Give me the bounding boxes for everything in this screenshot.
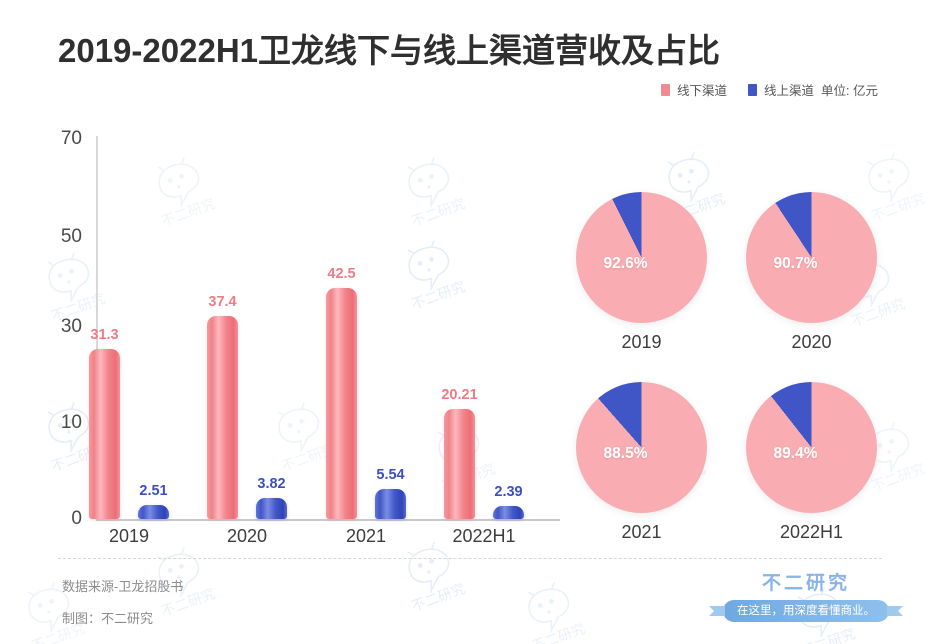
chart-legend: 线下渠道 线上渠道 单位: 亿元 [661, 80, 878, 99]
legend-unit: 单位: 亿元 [821, 84, 878, 98]
x-axis-line [96, 519, 560, 521]
data-source-text: 数据来源-卫龙招股书 [62, 579, 184, 594]
y-axis-tick-label: 0 [71, 508, 82, 529]
brand-logo: 不二研究 在这里，用深度看懂商业。 [706, 572, 906, 634]
svg-text:不二研究: 不二研究 [409, 580, 467, 614]
x-axis-label-2022H1: 2022H1 [452, 526, 516, 546]
pie-panel-2019: 92.6% 2019 [576, 192, 707, 352]
watermark-mark: 不二研究 [512, 566, 620, 644]
y-axis-tick-label: 10 [60, 412, 82, 433]
bar-value-label: 37.4 [208, 293, 237, 310]
bar-chart: 0 10 30 50 70 31.3 2.51 37.4 3.82 42.5 5.54 20.21 2… [60, 128, 560, 546]
bar-offline-2022H1[interactable] [444, 409, 475, 519]
pie-disc[interactable]: 90.7% [746, 192, 877, 323]
pie-percent-label: 90.7% [773, 254, 818, 272]
x-axis-label-2020: 2020 [226, 526, 268, 546]
brand-name: 不二研究 [761, 573, 850, 594]
bar-offline-2020[interactable] [207, 315, 238, 519]
pie-percent-label: 88.5% [603, 444, 648, 462]
bar-value-label: 20.21 [441, 387, 478, 404]
bar-offline-2021[interactable] [326, 288, 357, 519]
bar-online-2020[interactable] [256, 498, 287, 519]
pie-category-label: 2021 [621, 522, 662, 542]
bar-value-label: 42.5 [327, 266, 356, 283]
y-axis-tick-label: 50 [60, 226, 82, 247]
pie-percent-label: 89.4% [773, 444, 818, 462]
y-axis-tick-label: 30 [60, 316, 82, 337]
pie-percent-label: 92.6% [603, 254, 648, 272]
page-title: 2019-2022H1卫龙线下与线上渠道营收及占比 [58, 32, 720, 69]
bar-value-label: 2.51 [139, 483, 168, 500]
bar-value-label: 2.39 [494, 484, 523, 501]
chart-credit-text: 制图：不二研究 [62, 611, 154, 626]
pie-category-label: 2020 [791, 332, 832, 352]
legend-label-offline: 线下渠道 [677, 84, 728, 98]
bar-offline-2019[interactable] [89, 349, 120, 519]
pie-chart-grid: 92.6% 2019 90.7% 2020 88.5% 2021 89.4% 2022H1 [570, 180, 940, 560]
bar-online-2022H1[interactable] [493, 506, 524, 519]
pie-disc[interactable]: 88.5% [576, 382, 707, 513]
footer-divider [58, 558, 882, 559]
legend-swatch-online [748, 83, 758, 96]
pie-category-label: 2022H1 [779, 522, 844, 542]
pie-category-label: 2019 [621, 332, 662, 352]
bar-online-2021[interactable] [375, 488, 406, 519]
pie-panel-2021: 88.5% 2021 [576, 382, 707, 542]
brand-tagline: 在这里，用深度看懂商业。 [723, 600, 889, 622]
pie-disc[interactable]: 92.6% [576, 192, 707, 323]
pie-panel-2022H1: 89.4% 2022H1 [746, 382, 877, 542]
legend-swatch-offline [661, 83, 671, 96]
bar-value-label: 31.3 [90, 327, 119, 344]
x-axis-label-2019: 2019 [108, 526, 150, 546]
y-axis-line [96, 136, 98, 520]
x-axis-label-2021: 2021 [345, 526, 387, 546]
pie-disc[interactable]: 89.4% [746, 382, 877, 513]
bar-online-2019[interactable] [138, 505, 169, 519]
legend-label-online: 线上渠道 [764, 84, 815, 98]
svg-text:不二研究: 不二研究 [529, 620, 587, 644]
bar-value-label: 3.82 [257, 476, 286, 493]
y-axis-tick-label: 70 [60, 128, 82, 149]
bar-value-label: 5.54 [376, 466, 405, 483]
pie-panel-2020: 90.7% 2020 [746, 192, 877, 352]
